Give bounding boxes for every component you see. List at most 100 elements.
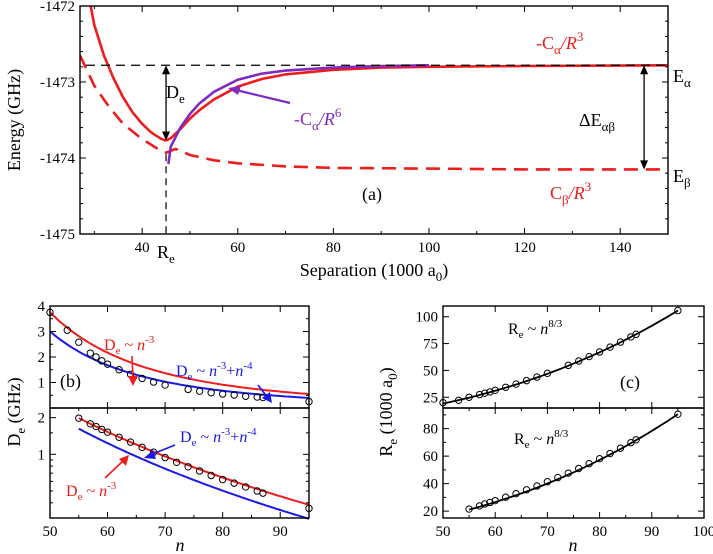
c-bottom-x-tick-label: 50 [436,524,451,540]
c-bottom-x-tick-label: 70 [540,524,555,540]
c-bottom-fit-label: Re ~ n8/3 [514,428,569,451]
c-bottom-x-tick-label: 90 [644,524,659,540]
panel-b: 1 2 3 4 1 2 50 60 70 80 90 De ~ n-3 De ~ n-3+n-4 (… [4,299,313,554]
e-beta-label: Eβ [673,166,691,190]
c-top-data-point [606,343,614,351]
c-alpha-r6-label: -Cα/R6 [294,105,342,133]
b-top-data-point [115,366,123,374]
panel-c-y-axis-title: Re (1000 a0) [376,367,400,456]
panel-a: 40 60 80 100 120 140 -1475 -1474 -1473 -1472 De -… [4,0,691,284]
panel-c-ticks: 25 50 75 100 20 40 60 80 50 60 70 80 90 100 [416,306,713,540]
b-top-data-point [230,391,238,399]
panel-a-x-tick-label: 80 [326,240,341,256]
b-top-data-point [86,349,94,357]
c-bottom-x-tick-label: 60 [488,524,503,540]
b-bottom-x-tick-label: 90 [273,524,288,540]
b-top-data-point [253,393,261,401]
panel-a-y-axis-title: Energy (GHz) [4,69,25,171]
b-top-y-tick-label: 2 [38,350,46,366]
b-bottom-data-point [207,471,215,480]
panel-a-y-tick-label: -1474 [40,151,75,167]
c-bottom-x-tick-label: 100 [693,524,713,540]
c-top-data-point [491,386,499,394]
b-bottom-x-tick-label: 60 [100,524,115,540]
c-bottom-data-point [632,436,640,444]
c-top-y-tick-label: 75 [423,337,438,353]
c-top-data-point [454,396,463,404]
c-bottom-y-tick-label: 60 [423,449,438,465]
b-top-data-point [161,381,169,389]
c-top-data-point [632,330,640,338]
panel-a-curves [80,6,668,171]
panel-c: 25 50 75 100 20 40 60 80 50 60 70 80 90 100 Re ~ n8/3… [376,305,713,554]
b-top-data-point [138,374,146,383]
b-bottom-data-point [138,443,146,452]
b-bottom-data-point [184,463,192,471]
c-top-y-tick-label: 100 [416,310,439,326]
e-alpha-label: Eα [673,66,691,90]
c-bottom-data-point [543,478,552,486]
b-bottom-blue-fit-label: De ~ n-3+n-4 [180,426,257,449]
c-top-data-point [465,393,473,401]
panel-a-y-tick-label: -1475 [40,227,75,243]
panel-a-ticks: 40 60 80 100 120 140 -1475 -1474 -1473 -1472 [40,0,669,256]
panel-a-series-2 [167,64,430,165]
c-top-data-point [595,348,604,356]
c-top-data-point [616,338,625,346]
panel-c-top-curves [439,306,682,407]
c-bottom-data-point [554,473,562,482]
panel-a-x-tick-label: 140 [609,240,632,256]
b-bottom-data-point [103,428,112,436]
b-top-y-tick-label: 3 [38,325,46,341]
b-bottom-data-point [86,420,94,428]
panel-c-bottom-frame [442,407,705,519]
b-top-data-point [63,326,71,334]
panel-b-top-curves [46,308,313,406]
panel-b-x-axis-title: n [176,535,185,554]
panel-a-label: (a) [362,184,382,205]
c-top-y-tick-label: 50 [423,363,438,379]
b-top-blue-fit-label: De ~ n-3+n-4 [176,360,253,383]
panel-b-label: (b) [60,371,81,392]
c6-pointer-arrowhead [228,86,241,95]
c-bottom-data-point [585,459,593,468]
panel-a-x-axis-title: Separation (1000 a0) [300,260,448,284]
b-bottom-blue-fit-line [78,427,310,520]
b-top-y-tick-label: 1 [38,376,46,392]
c-top-data-point [543,369,552,378]
b-bottom-red-fit-line [78,417,310,506]
b-top-data-point [184,385,192,394]
b-bottom-data-point [241,483,250,491]
b-top-blue-arrowhead [262,392,272,403]
b-top-data-point [195,387,204,395]
b-top-red-arrowhead [128,376,138,386]
c-bottom-y-tick-label: 80 [423,422,438,438]
b-bottom-x-tick-label: 80 [215,524,230,540]
b-top-data-point [98,357,106,365]
c-bottom-data-point [465,505,473,513]
c-alpha-r3-label: -Cα/R3 [536,29,583,57]
b-top-red-fit-label: De ~ n-3 [104,334,155,357]
b-top-data-point [75,338,83,346]
b-bottom-x-tick-label: 50 [43,524,58,540]
c-top-data-point [674,306,682,315]
b-bottom-y-tick-label: 2 [38,411,46,427]
b-top-y-tick-label: 4 [38,299,46,315]
panel-c-x-axis-title: n [569,535,578,554]
b-bottom-x-tick-label: 70 [158,524,173,540]
panel-c-label: (c) [620,372,640,393]
b-bottom-red-arrow [104,459,125,479]
c-bottom-data-point [595,455,604,463]
c-beta-r3-label: Cβ/R3 [550,179,591,207]
c-top-data-point [522,376,531,385]
c-top-data-point [512,380,520,388]
c-bottom-data-point [486,498,494,507]
b-top-data-point [218,390,227,398]
panel-a-y-tick-label: -1473 [40,75,75,91]
b-bottom-data-point [230,479,238,487]
delta-e-label: ΔEαβ [579,110,615,134]
b-top-data-point [103,360,112,368]
c-top-data-point [564,361,572,370]
c-top-data-point [501,383,510,391]
